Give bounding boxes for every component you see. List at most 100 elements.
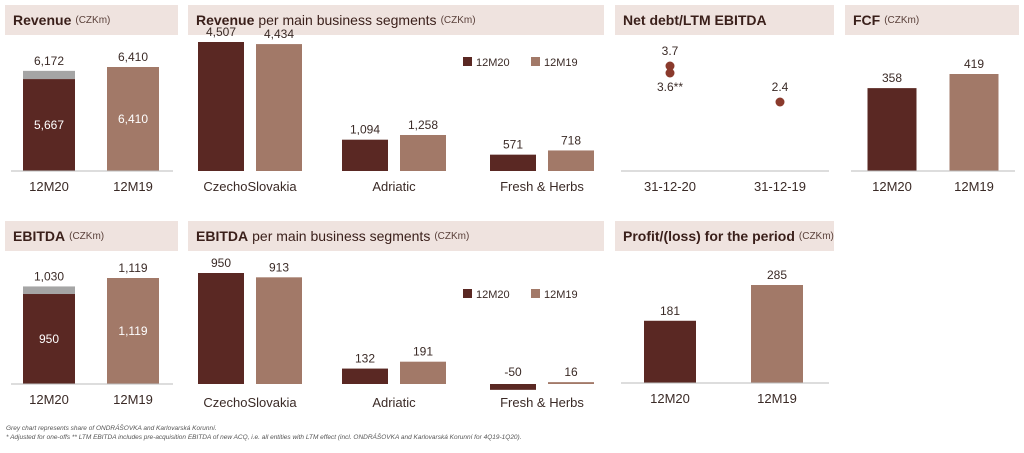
bar-12m20 <box>198 42 244 171</box>
ebitda-segments-panel: EBITDA per main business segments (CZKm)… <box>188 221 604 421</box>
ebitda-segments-unit: (CZKm) <box>434 230 470 242</box>
point-label: 2.4 <box>772 80 789 94</box>
category-label: 12M19 <box>113 392 153 407</box>
category-label: Fresh & Herbs <box>500 395 584 410</box>
bar-12m19 <box>949 74 999 171</box>
value-label: 6,410 <box>118 50 148 64</box>
bar-12m19 <box>107 278 159 384</box>
category-label: 12M20 <box>650 391 690 406</box>
revenue-segments-chart: 4,507 4,434 CzechoSlovakia 1,094 1,258 Adriat… <box>198 25 594 194</box>
value-label: 358 <box>882 71 902 85</box>
legend-swatch-12m20 <box>463 57 472 66</box>
category-label: 12M19 <box>954 179 994 194</box>
bar-12m19 <box>400 361 446 384</box>
bar-grey-share <box>23 286 75 295</box>
footnotes: Grey chart represents share of ONDRÁŠOVK… <box>6 424 1016 442</box>
revenue-title: Revenue <box>13 12 72 28</box>
category-label: CzechoSlovakia <box>203 179 297 194</box>
inner-value-label: 5,667 <box>34 118 64 132</box>
bar-12m20 <box>23 79 75 171</box>
category-label: 12M20 <box>872 179 912 194</box>
profit-panel: Profit/(loss) for the period (CZKm) 181 1… <box>615 221 834 421</box>
bar-12m19 <box>548 382 594 384</box>
category-label: 12M19 <box>757 391 797 406</box>
value-label: 571 <box>503 138 523 152</box>
revenue-segments-panel: Revenue per main business segments (CZKm… <box>188 5 604 205</box>
revenue-segments-title: Revenue <box>196 12 255 28</box>
bar-12m20 <box>867 88 917 171</box>
value-label: 718 <box>561 133 581 147</box>
profit-title: Profit/(loss) for the period <box>623 228 795 244</box>
ebitda-chart: 1,030 950 12M20 1,119 1,119 12M19 <box>11 261 173 407</box>
fcf-panel: FCF (CZKm) 358 12M20 419 12M19 <box>845 5 1019 205</box>
value-label: 1,094 <box>350 123 380 137</box>
value-label: 1,258 <box>408 118 438 132</box>
profit-chart: 181 12M20 285 12M19 <box>621 268 829 406</box>
data-point <box>665 61 675 71</box>
fcf-title: FCF <box>853 12 881 28</box>
legend-label-12m19: 12M19 <box>544 289 578 301</box>
inner-value-label: 6,410 <box>118 112 148 126</box>
value-label: 4,507 <box>206 25 236 39</box>
net-debt-chart: 3.7 3.6** 2.4 31-12-20 31-12-19 <box>621 44 829 194</box>
bar-12m19 <box>256 277 302 384</box>
bar-12m20 <box>490 154 536 171</box>
category-label: 31-12-19 <box>754 179 806 194</box>
net-debt-panel: Net debt/LTM EBITDA 3.7 3.6** 2.4 31-12-20 3… <box>615 5 834 205</box>
revenue-segments-unit: (CZKm) <box>440 14 476 26</box>
bar-12m19 <box>548 150 594 171</box>
legend-label-12m19: 12M19 <box>544 57 578 69</box>
bar-12m20 <box>644 320 696 383</box>
value-label: 4,434 <box>264 27 294 41</box>
legend-label-12m20: 12M20 <box>476 289 510 301</box>
category-label: 12M20 <box>29 179 69 194</box>
category-label: CzechoSlovakia <box>203 395 297 410</box>
category-label: 12M20 <box>29 392 69 407</box>
footnote-adjusted: * Adjusted for one-offs ** LTM EBITDA in… <box>6 434 522 441</box>
revenue-header: Revenue (CZKm) <box>5 5 178 35</box>
value-label: 950 <box>211 256 231 270</box>
revenue-segments-header: Revenue per main business segments (CZKm… <box>188 5 604 35</box>
bar-12m20 <box>342 139 388 171</box>
fcf-header: FCF (CZKm) <box>845 5 1019 35</box>
bar-12m20 <box>342 368 388 384</box>
category-label: Adriatic <box>372 179 416 194</box>
legend-label-12m20: 12M20 <box>476 57 510 69</box>
point-label: 3.6** <box>657 80 683 94</box>
revenue-chart: 6,172 5,667 12M20 6,410 6,410 12M19 <box>11 50 173 194</box>
value-label: 1,119 <box>118 261 147 275</box>
profit-header: Profit/(loss) for the period (CZKm) <box>615 221 834 251</box>
point-label: 3.7 <box>662 44 679 58</box>
ebitda-panel: EBITDA (CZKm) 1,030 950 12M20 1,119 1,119 12M… <box>5 221 178 421</box>
data-point <box>665 68 675 78</box>
legend-swatch-12m19 <box>531 57 540 66</box>
footnote-grey: Grey chart represents share of ONDRÁŠOVK… <box>6 425 217 432</box>
revenue-segments-subtitle: per main business segments <box>258 12 437 28</box>
ebitda-segments-subtitle: per main business segments <box>252 228 431 244</box>
value-label: 16 <box>564 365 578 379</box>
inner-value-label: 950 <box>39 332 59 346</box>
bar-12m19 <box>751 285 803 383</box>
ebitda-unit: (CZKm) <box>69 230 105 242</box>
ebitda-header: EBITDA (CZKm) <box>5 221 178 251</box>
bar-12m19 <box>107 67 159 171</box>
category-label: 31-12-20 <box>644 179 696 194</box>
bar-12m19 <box>400 134 446 171</box>
value-label: 1,030 <box>34 269 64 283</box>
revenue-panel: Revenue (CZKm) 6,172 5,667 12M20 6,410 6,410… <box>5 5 178 205</box>
profit-unit: (CZKm) <box>798 230 834 242</box>
bar-12m20 <box>198 273 244 384</box>
revenue-unit: (CZKm) <box>75 14 111 26</box>
value-label: 181 <box>660 304 680 318</box>
legend-swatch-12m19 <box>531 289 540 298</box>
ebitda-segments-title: EBITDA <box>196 228 249 244</box>
ebitda-segments-header: EBITDA per main business segments (CZKm) <box>188 221 604 251</box>
fcf-chart: 358 12M20 419 12M19 <box>851 57 1015 194</box>
value-label: -50 <box>504 365 522 379</box>
ebitda-segments-chart: 950 913 CzechoSlovakia 132 191 Adriatic -50 16 F… <box>198 256 594 410</box>
value-label: 285 <box>767 268 787 282</box>
net-debt-header: Net debt/LTM EBITDA <box>615 5 834 35</box>
fcf-unit: (CZKm) <box>884 14 920 26</box>
value-label: 419 <box>964 57 984 71</box>
net-debt-title: Net debt/LTM EBITDA <box>623 12 767 28</box>
